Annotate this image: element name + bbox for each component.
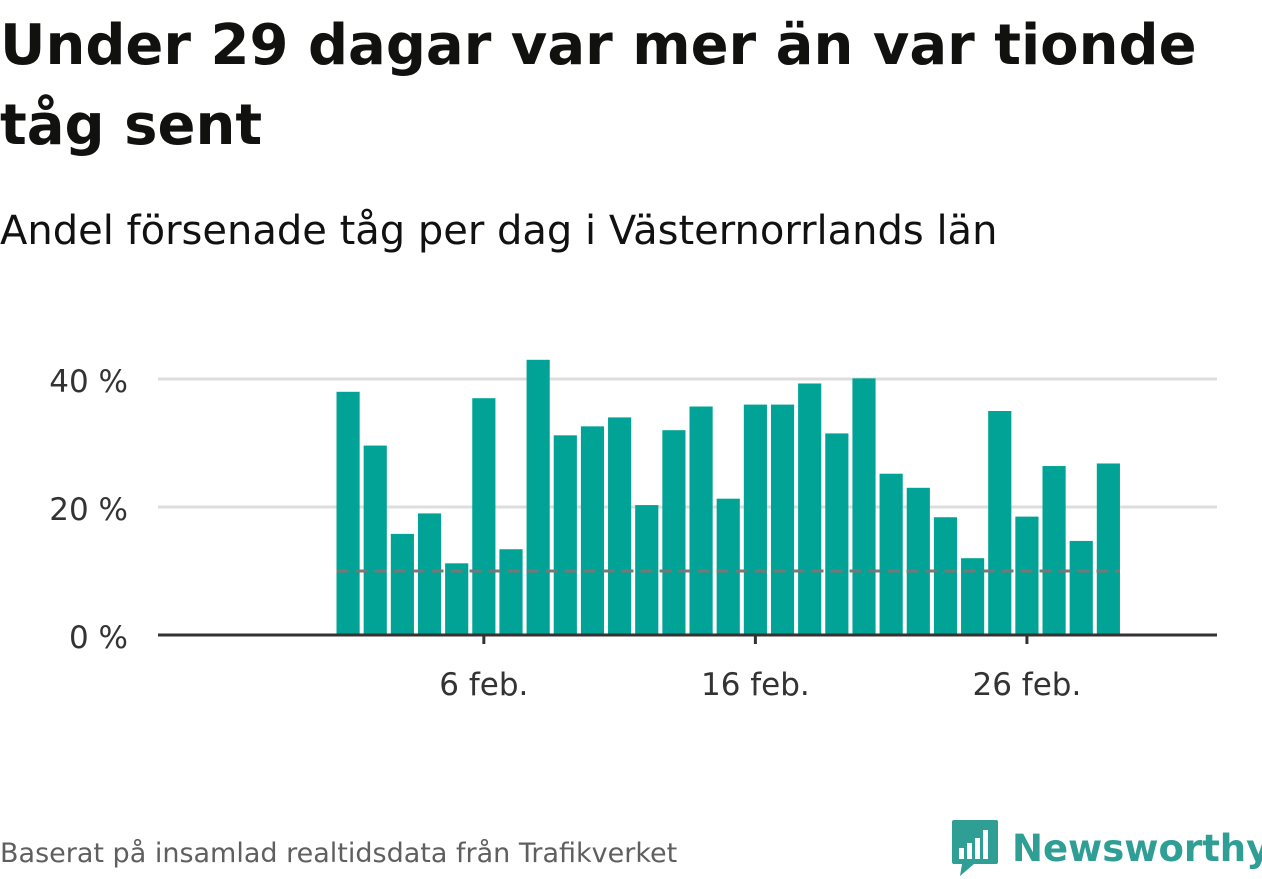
bar — [852, 378, 876, 635]
bar — [499, 549, 523, 635]
bar — [526, 359, 550, 635]
bar — [716, 498, 740, 635]
bar — [445, 563, 469, 635]
bar — [336, 391, 360, 635]
bar — [961, 558, 985, 635]
bar — [417, 513, 442, 635]
chart-title: Under 29 dagar var mer än var tionde tåg… — [0, 13, 1197, 158]
x-tick-label: 16 feb. — [701, 667, 810, 703]
bar — [363, 445, 387, 635]
x-tick-label: 26 feb. — [973, 667, 1082, 703]
bar — [1069, 540, 1093, 635]
brand-logo: Newsworthy — [950, 818, 1262, 878]
source-note: Baserat på insamlad realtidsdata från Tr… — [0, 838, 678, 869]
bar — [1015, 516, 1039, 635]
x-tick-label: 6 feb. — [439, 667, 528, 703]
bar — [825, 433, 849, 635]
bar — [472, 398, 496, 635]
bar — [743, 404, 767, 635]
bar — [906, 487, 930, 635]
brand-name: Newsworthy — [1012, 826, 1262, 870]
bar — [553, 435, 577, 635]
bar — [1042, 466, 1066, 635]
bar — [580, 426, 605, 635]
bar — [988, 411, 1012, 635]
newsworthy-logo-icon — [952, 820, 998, 876]
bar — [1096, 463, 1120, 635]
bar — [879, 473, 903, 635]
bar — [798, 383, 822, 635]
bar — [390, 533, 414, 635]
bar — [662, 430, 686, 635]
y-tick-label: 20 % — [49, 492, 128, 528]
bar — [608, 417, 632, 635]
chart-subtitle: Andel försenade tåg per dag i Västernorr… — [0, 208, 998, 254]
y-tick-label: 40 % — [49, 364, 128, 400]
bar — [689, 406, 713, 635]
bar — [933, 517, 958, 635]
y-tick-label: 0 % — [69, 620, 128, 656]
bar — [770, 404, 795, 635]
